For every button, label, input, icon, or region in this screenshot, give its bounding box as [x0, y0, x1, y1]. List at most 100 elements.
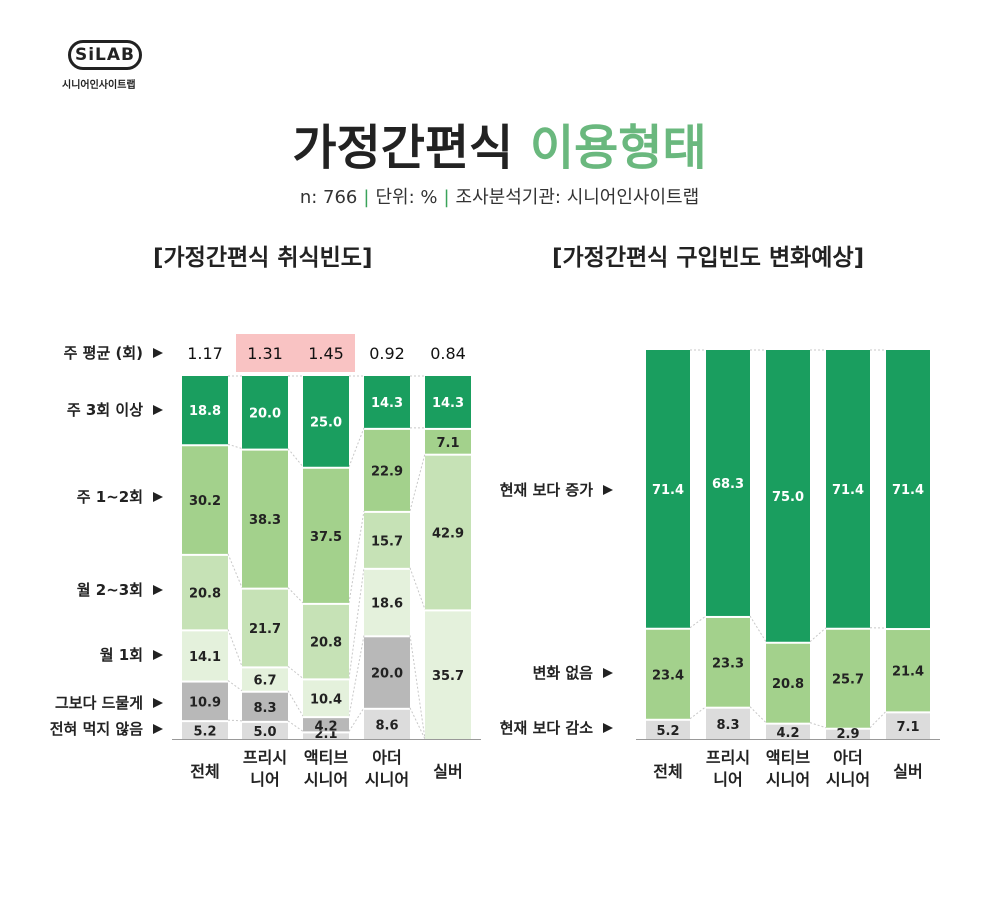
bar-segment [706, 708, 750, 739]
meta-unit: 단위: % [375, 187, 438, 208]
data-label: 14.3 [432, 396, 464, 411]
average-value: 1.45 [308, 344, 344, 363]
meta-n: n: 766 [299, 187, 358, 208]
bar-segment [646, 629, 690, 719]
data-label: 25.7 [832, 673, 864, 688]
series-label: 변화 없음 [533, 664, 594, 682]
data-label: 75.0 [772, 490, 804, 505]
title-accent: 이용형태 [529, 120, 707, 176]
bar-segment [766, 643, 810, 723]
connector-line [689, 706, 707, 720]
bar-segment [303, 376, 349, 467]
data-label: 8.3 [716, 718, 739, 733]
data-label: 5.2 [656, 724, 679, 739]
bar-segment [706, 350, 750, 616]
series-label: 주 1~2회 [77, 488, 143, 506]
data-label: 4.2 [314, 719, 337, 734]
bar-segment [826, 729, 870, 739]
bar-segment [242, 668, 288, 691]
logo-subtitle: 시니어인사이트랩 [62, 80, 136, 91]
data-label: 22.9 [371, 464, 403, 479]
pointer-arrow-icon [153, 698, 163, 708]
data-label: 6.7 [253, 674, 276, 689]
series-label: 월 1회 [100, 646, 143, 664]
data-label: 71.4 [652, 483, 684, 498]
bar-segment [364, 512, 410, 568]
data-label: 25.0 [310, 415, 342, 430]
bar-segment [242, 722, 288, 739]
connector-line [227, 719, 243, 722]
data-label: 5.2 [193, 725, 216, 740]
data-label: 14.3 [371, 396, 403, 411]
bar-segment [182, 722, 228, 739]
pointer-arrow-icon [153, 650, 163, 660]
data-label: 10.4 [310, 692, 342, 707]
connector-line [227, 629, 243, 667]
data-label: 23.4 [652, 668, 684, 683]
bar-segment [886, 713, 930, 739]
bar-segment [364, 637, 410, 708]
bar-segment [182, 682, 228, 721]
connector-line [749, 615, 767, 643]
bar-segment [182, 376, 228, 445]
average-label: 주 평균 (회) [64, 344, 143, 362]
pointer-arrow-icon [153, 724, 163, 734]
category-label: 니어 [713, 770, 742, 789]
data-label: 20.0 [249, 406, 281, 421]
pointer-arrow-icon [603, 668, 613, 678]
series-label: 현재 보다 감소 [500, 719, 593, 737]
bar-segment [766, 350, 810, 642]
connector-line [348, 707, 365, 732]
data-label: 7.1 [436, 436, 459, 451]
average-highlight [236, 334, 355, 372]
data-label: 5.0 [253, 725, 276, 740]
bar-segment [886, 630, 930, 712]
connector-line [409, 567, 426, 610]
bar-segment [182, 555, 228, 630]
bar-segment [425, 611, 471, 739]
connector-line [227, 680, 243, 692]
connector-line [749, 706, 767, 724]
data-label: 20.8 [310, 636, 342, 651]
category-label: 시니어 [766, 770, 810, 789]
category-label: 액티브 [304, 748, 348, 767]
average-value: 1.17 [187, 344, 223, 363]
meta-separator: | [363, 187, 370, 208]
connector-line [348, 635, 365, 717]
series-label: 현재 보다 증가 [500, 481, 593, 499]
data-label: 18.6 [371, 597, 403, 612]
series-label: 주 3회 이상 [67, 401, 143, 419]
average-value: 1.31 [247, 344, 283, 363]
data-label: 8.6 [375, 718, 398, 733]
data-label: 30.2 [189, 494, 221, 509]
category-label: 프리시 [706, 748, 750, 767]
bar-segment [242, 376, 288, 449]
connector-line [287, 666, 304, 679]
data-label: 7.1 [896, 720, 919, 735]
data-label: 23.3 [712, 656, 744, 671]
bar-segment [182, 446, 228, 554]
bar-segment [425, 429, 471, 454]
connector-line [869, 711, 887, 729]
pointer-arrow-icon [153, 492, 163, 502]
data-label: 71.4 [892, 483, 924, 498]
category-label: 니어 [250, 770, 279, 789]
bar-segment [766, 724, 810, 739]
bar-segment [303, 733, 349, 739]
bar-segment [242, 450, 288, 588]
bar-segment [886, 350, 930, 629]
series-label: 전혀 먹지 않음 [50, 720, 143, 738]
chart-title-purchase-change: [가정간편식 구입빈도 변화예상] [552, 245, 865, 271]
connector-line [348, 567, 365, 679]
average-value: 0.84 [430, 344, 466, 363]
category-label: 아더 [833, 748, 862, 767]
connector-line [348, 427, 365, 467]
connector-line [287, 690, 304, 717]
category-label: 프리시 [243, 748, 287, 767]
bar-segment [182, 631, 228, 681]
title-main: 가정간편식 [292, 120, 514, 176]
pointer-arrow-icon [153, 405, 163, 415]
data-label: 37.5 [310, 530, 342, 545]
category-label: 액티브 [766, 748, 810, 767]
bar-segment [364, 569, 410, 636]
